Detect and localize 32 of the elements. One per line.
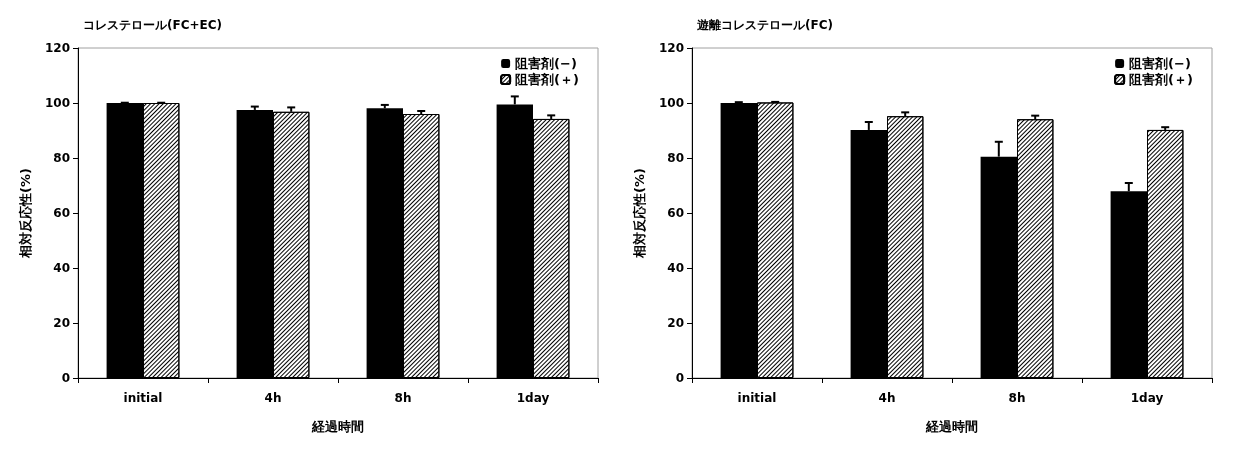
y-tick-label: 0 [675, 371, 684, 385]
y-tick-label: 120 [44, 41, 70, 55]
y-tick-label: 100 [658, 96, 684, 110]
legend-label: 阻害剤(＋) [515, 72, 580, 87]
x-tick-label: initial [123, 391, 163, 405]
x-tick-label: 1day [1130, 391, 1164, 405]
y-tick-label: 20 [667, 316, 684, 330]
x-tick-label: 4h [878, 391, 896, 405]
y-tick-label: 80 [667, 151, 684, 165]
y-axis-title: 相対反応性(%) [18, 168, 33, 259]
x-tick-label: initial [737, 391, 777, 405]
y-tick-label: 100 [44, 96, 70, 110]
y-tick-label: 60 [53, 206, 70, 220]
x-axis-title: 経過時間 [925, 419, 978, 434]
y-tick-label: 60 [667, 206, 684, 220]
y-tick-label: 80 [53, 151, 70, 165]
chart-title: コレステロール(FC+EC) [83, 18, 223, 32]
legend-label: 阻害剤(＋) [1129, 72, 1194, 87]
legend-label: 阻害剤(−) [1129, 56, 1191, 71]
legend-label: 阻害剤(−) [515, 56, 577, 71]
x-axis-title: 経過時間 [311, 419, 364, 434]
y-tick-label: 40 [667, 261, 684, 275]
x-tick-label: 8h [1008, 391, 1026, 405]
x-tick-label: 1day [516, 391, 550, 405]
y-tick-label: 120 [658, 41, 684, 55]
y-axis-title: 相対反応性(%) [632, 168, 647, 259]
y-tick-label: 0 [61, 371, 70, 385]
x-tick-label: 4h [264, 391, 282, 405]
x-tick-label: 8h [394, 391, 412, 405]
y-tick-label: 40 [53, 261, 70, 275]
y-tick-label: 20 [53, 316, 70, 330]
chart-title: 遊離コレステロール(FC) [697, 18, 833, 32]
